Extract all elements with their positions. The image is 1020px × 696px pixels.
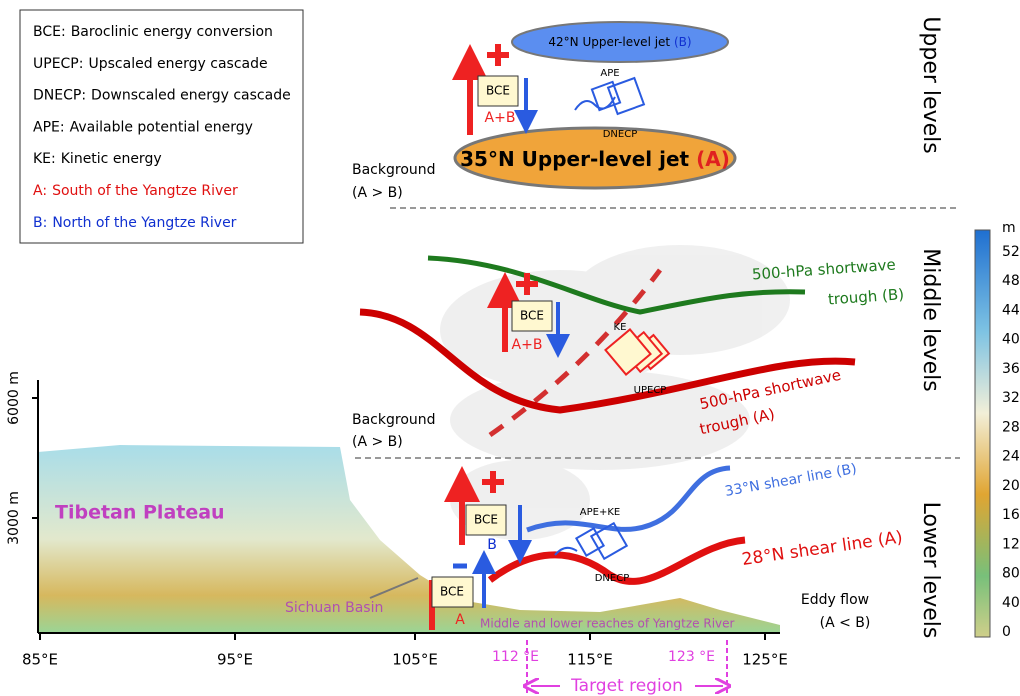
legend-item: BCE: Baroclinic energy conversion <box>33 24 273 40</box>
ape-label: APE <box>600 68 619 79</box>
pointer <box>369 577 419 599</box>
bce-label: BCE <box>440 585 464 599</box>
legend-key: DNECP: <box>33 88 86 104</box>
legend-key: B: <box>33 215 47 231</box>
ape-ke-label: APE+KE <box>580 507 620 518</box>
cascade-icon <box>604 328 671 376</box>
colorbar-label: 52 <box>1002 244 1020 260</box>
bce-label: BCE <box>474 513 498 527</box>
legend-text: South of the Yangtze River <box>52 183 238 199</box>
legend-item: KE: Kinetic energy <box>33 151 162 167</box>
legend-key: APE: <box>33 119 65 135</box>
jet-b <box>511 21 729 63</box>
cascade-icon <box>574 76 646 116</box>
x-tick-label: 105°E <box>392 651 438 669</box>
shear-a-label: 28°N shear line (A) <box>741 528 904 570</box>
shear-b <box>526 465 731 533</box>
colorbar-label: 40 <box>1002 595 1020 611</box>
y-tick-label: 6000 m <box>6 371 22 425</box>
legend-key: UPECP: <box>33 56 83 72</box>
target-west: 112 °E <box>492 649 539 665</box>
dnecp-label: DNECP <box>603 129 638 140</box>
bce-label: BCE <box>486 84 510 98</box>
bce-tag: A <box>455 612 465 628</box>
colorbar-label: 80 <box>1002 566 1020 582</box>
level-label: Middle levels <box>918 248 943 391</box>
legend-text: Kinetic energy <box>61 151 162 167</box>
legend-item: B: North of the Yangtze River <box>33 215 237 231</box>
shear-b-label: 33°N shear line (B) <box>724 461 858 500</box>
trough-b-label: trough (B) <box>827 285 904 308</box>
legend-item: UPECP: Upscaled energy cascade <box>33 56 268 72</box>
colorbar-label: 44 <box>1002 302 1020 318</box>
colorbar-label: 20 <box>1002 478 1020 494</box>
legend-item: APE: Available potential energy <box>33 119 253 135</box>
legend-key: A: <box>33 183 47 199</box>
x-tick-label: 95°E <box>217 651 253 669</box>
legend-item: DNECP: Downscaled energy cascade <box>33 88 291 104</box>
bce-group <box>487 272 570 358</box>
jet-b-label: 42°N Upper-level jet (B) <box>548 35 691 49</box>
jet-a <box>453 126 737 190</box>
cascade-icon <box>554 521 629 561</box>
jet-a-label: 35°N Upper-level jet (A) <box>460 147 730 171</box>
axis-labels: 6000 m 3000 m 85°E 95°E 105°E 115°E 125°E <box>6 371 788 668</box>
colorbar-unit: m <box>1002 220 1016 236</box>
bce-label: BCE <box>520 309 544 323</box>
background-relation: (A > B) <box>352 185 403 201</box>
legend-text: Upscaled energy cascade <box>88 56 267 72</box>
trough-axis <box>488 268 662 438</box>
y-tick-label: 3000 m <box>6 491 22 545</box>
bce-tag: B <box>487 537 497 553</box>
bce-group <box>452 44 538 135</box>
colorbar-label: 28 <box>1002 419 1020 435</box>
legend-text: North of the Yangtze River <box>52 215 236 231</box>
terrain <box>38 445 780 633</box>
bce-tag: A+B <box>485 110 516 126</box>
legend-text: Available potential energy <box>70 119 253 135</box>
background-label: Background <box>352 412 436 428</box>
legend-box <box>19 9 304 244</box>
bce-group <box>429 466 532 630</box>
legend: BCE: Baroclinic energy conversion UPECP: Up… <box>33 24 291 231</box>
x-tick-label: 125°E <box>742 651 788 669</box>
colorbar-label: 40 <box>1002 332 1020 348</box>
tibet-label: Tibetan Plateau <box>55 502 225 524</box>
trough-b-label: 500-hPa shortwave <box>751 255 896 283</box>
colorbar-label: 16 <box>1002 507 1020 523</box>
colorbar-label: 12 <box>1002 536 1020 552</box>
dnecp-label: DNECP <box>595 573 630 584</box>
ke-label: KE <box>614 322 627 333</box>
reaches-label: Middle and lower reaches of Yangtze Rive… <box>480 617 735 631</box>
legend-text: Baroclinic energy conversion <box>71 24 273 40</box>
colorbar-label: 36 <box>1002 361 1020 377</box>
colorbar-label: 48 <box>1002 273 1020 289</box>
eddy-relation: (A < B) <box>820 615 871 631</box>
legend-item: A: South of the Yangtze River <box>33 183 238 199</box>
legend-text: Downscaled energy cascade <box>91 88 291 104</box>
level-label: Upper levels <box>918 16 943 153</box>
target-label: Target region <box>570 676 683 696</box>
colorbar-label: 24 <box>1002 449 1020 465</box>
trough-b <box>427 255 806 315</box>
trough-a <box>359 308 856 414</box>
colorbar-labels: m 52 48 44 40 36 32 28 24 20 16 12 80 40 0 <box>1002 220 1020 640</box>
x-tick-label: 115°E <box>567 651 613 669</box>
colorbar-label: 0 <box>1002 624 1011 640</box>
colorbar <box>974 229 991 638</box>
colorbar-label: 32 <box>1002 390 1020 406</box>
level-label: Lower levels <box>918 502 943 639</box>
background-label: Background <box>352 162 436 178</box>
legend-key: KE: <box>33 151 56 167</box>
eddy-label: Eddy flow <box>801 592 869 608</box>
sichuan-label: Sichuan Basin <box>285 600 383 616</box>
upecp-label: UPECP <box>634 385 667 396</box>
target-east: 123 °E <box>668 649 715 665</box>
x-tick-label: 85°E <box>22 651 58 669</box>
background-relation: (A > B) <box>352 434 403 450</box>
bce-tag: A+B <box>512 337 543 353</box>
legend-key: BCE: <box>33 24 66 40</box>
